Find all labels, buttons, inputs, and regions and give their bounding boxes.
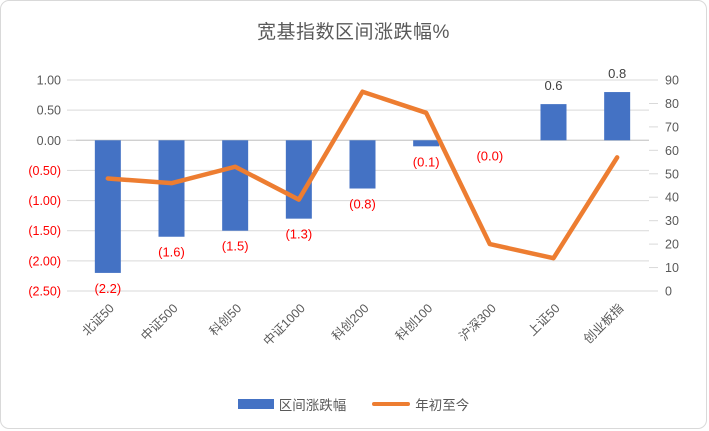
left-axis-label: (1.00) <box>28 194 61 208</box>
bar-中证500[interactable] <box>158 140 185 237</box>
legend-label-line-series: 年初至今 <box>415 398 470 413</box>
category-label-科创50: 科创50 <box>207 301 244 338</box>
right-axis-label: 80 <box>665 97 679 111</box>
right-axis-label: 90 <box>665 74 679 88</box>
left-axis-label: 0.00 <box>37 134 61 148</box>
category-label-中证1000: 中证1000 <box>260 300 308 348</box>
data-label: (0.0) <box>476 148 503 163</box>
left-axis-label: (1.50) <box>28 224 61 238</box>
right-axis-label: 40 <box>665 191 679 205</box>
legend-item-bar-series[interactable]: 区间涨跌幅 <box>237 394 347 414</box>
data-label: (1.5) <box>222 239 249 254</box>
category-label-科创100: 科创100 <box>393 301 435 343</box>
data-label: 0.8 <box>608 66 626 81</box>
category-label-科创200: 科创200 <box>329 301 371 343</box>
data-label: (1.3) <box>285 227 312 242</box>
right-axis-label: 70 <box>665 120 679 134</box>
left-axis-label: (2.00) <box>28 254 61 268</box>
chart-title: 宽基指数区间涨跌幅% <box>257 22 450 43</box>
line-series-年初至今[interactable] <box>105 89 620 261</box>
right-axis-label: 10 <box>665 261 679 275</box>
category-label-中证500: 中证500 <box>138 300 181 343</box>
data-label: (0.8) <box>349 197 376 212</box>
line-swatch-icon <box>372 402 411 406</box>
data-label: (2.2) <box>94 281 121 296</box>
left-axis-label: 1.00 <box>37 74 61 88</box>
data-label: (0.1) <box>413 154 440 169</box>
legend: 区间涨跌幅 年初至今 <box>1 394 706 414</box>
right-axis-label: 50 <box>665 167 679 181</box>
bar-科创200[interactable] <box>349 140 376 189</box>
bar-swatch-icon <box>237 399 274 409</box>
right-axis-label: 0 <box>665 285 672 299</box>
left-axis-label: (0.50) <box>28 164 61 178</box>
bar-中证1000[interactable] <box>285 140 312 219</box>
bar-科创100[interactable] <box>413 140 440 147</box>
category-label-沪深300: 沪深300 <box>457 301 499 343</box>
right-axis-label: 30 <box>665 214 679 228</box>
category-label-上证50: 上证50 <box>525 301 562 338</box>
category-label-北证50: 北证50 <box>80 301 117 338</box>
legend-label-bar-series: 区间涨跌幅 <box>278 398 347 413</box>
bar-科创50[interactable] <box>222 140 249 231</box>
category-label-创业板指: 创业板指 <box>580 301 626 347</box>
right-axis-label: 60 <box>665 144 679 158</box>
bar-创业板指[interactable] <box>604 92 631 141</box>
data-label: (1.6) <box>158 245 185 260</box>
bar-上证50[interactable] <box>540 104 567 141</box>
data-label: 0.6 <box>544 78 562 93</box>
right-axis-label: 20 <box>665 238 679 252</box>
left-axis-label: 0.50 <box>37 104 61 118</box>
legend-item-line-series[interactable]: 年初至今 <box>372 394 469 414</box>
bar-北证50[interactable] <box>94 140 121 273</box>
left-axis-label: (2.50) <box>28 285 61 299</box>
